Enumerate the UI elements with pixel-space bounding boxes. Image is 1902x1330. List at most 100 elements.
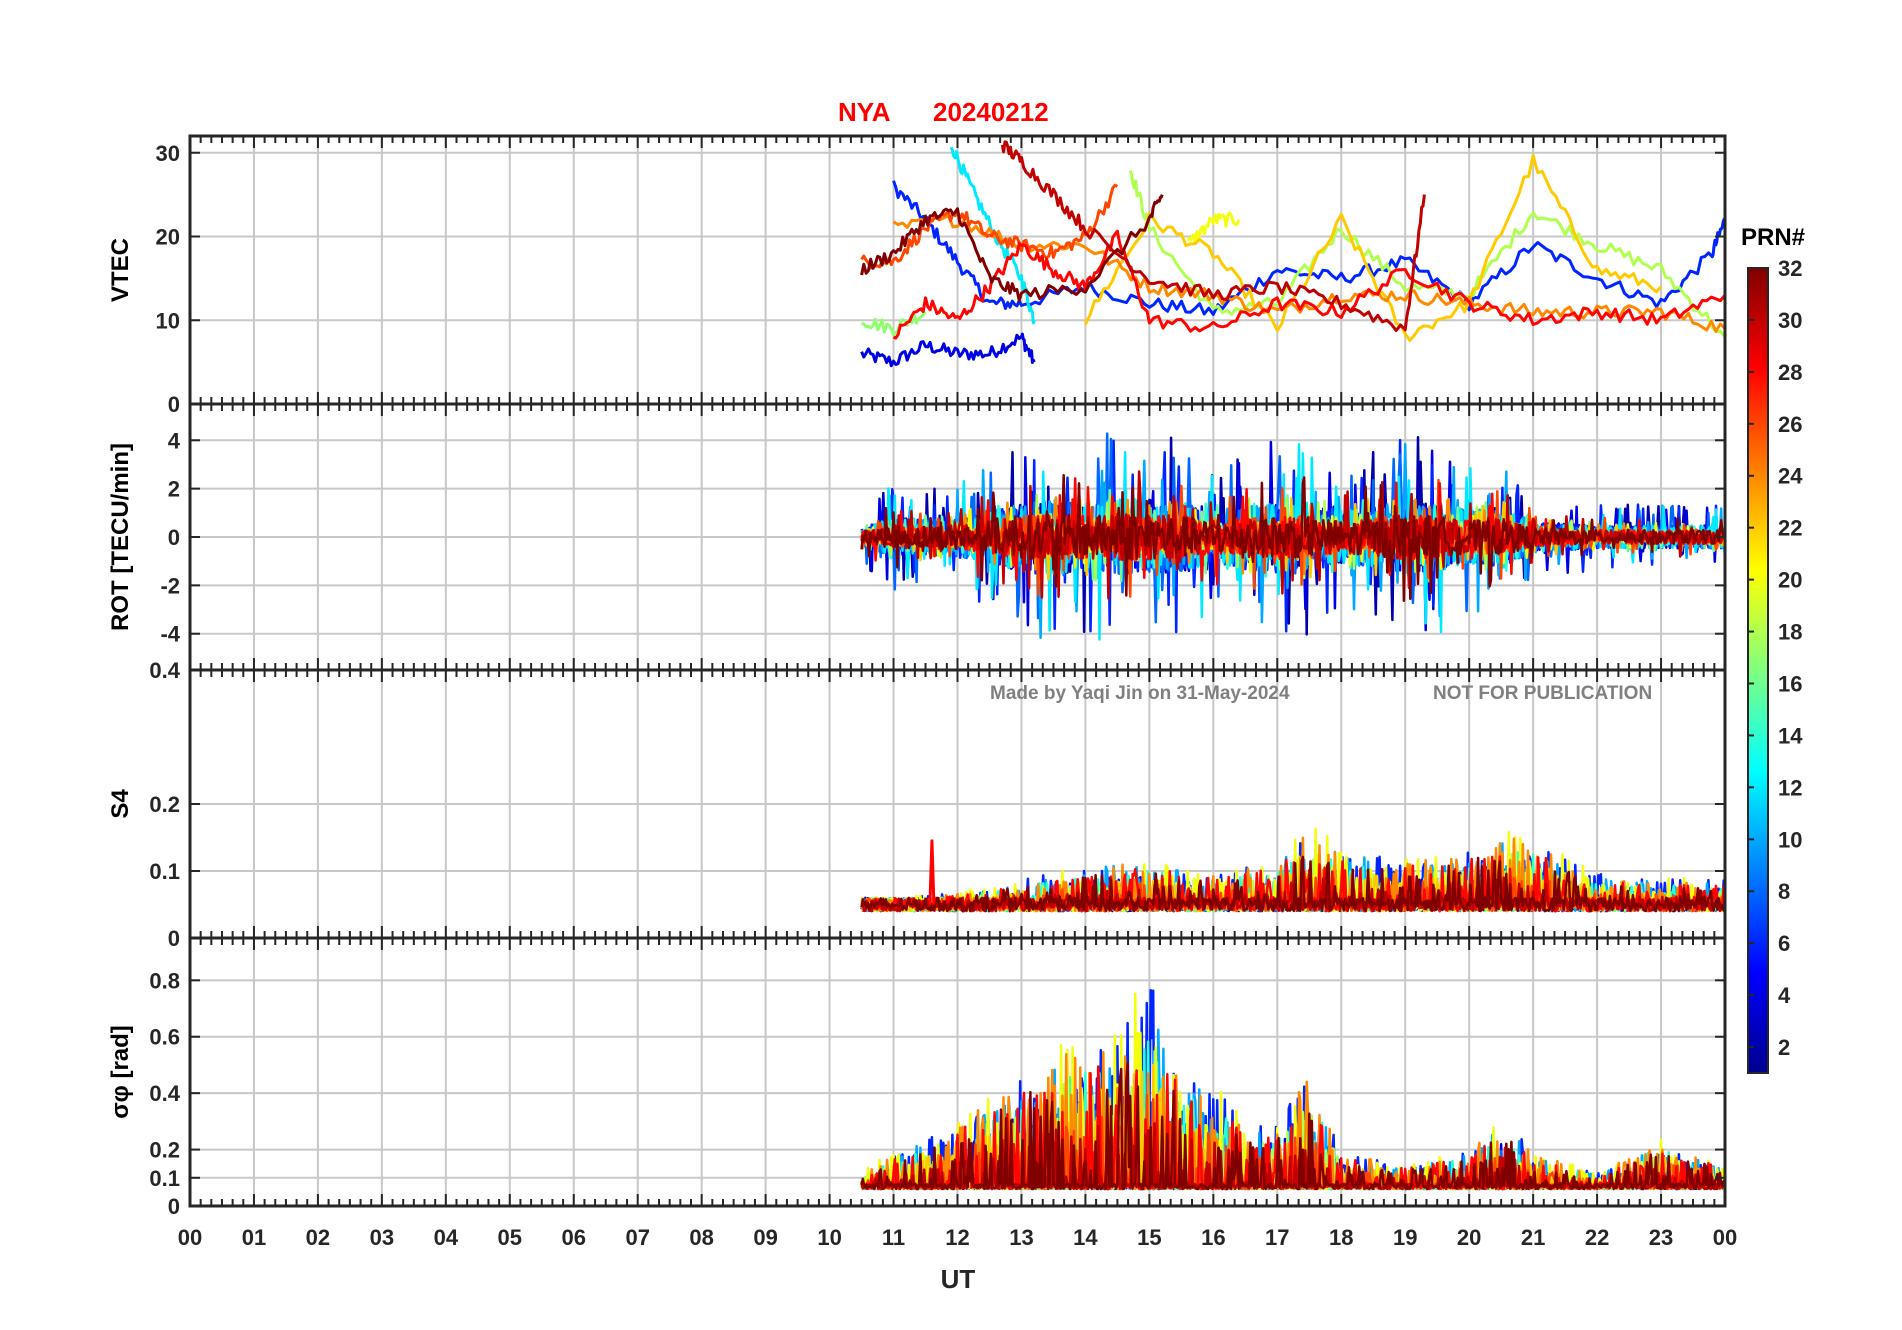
colorbar-tick-label: 32: [1778, 256, 1802, 281]
x-tick-label: 21: [1521, 1225, 1545, 1250]
y-tick-label: 2: [168, 477, 180, 502]
x-tick-label: 05: [498, 1225, 522, 1250]
watermark-author: Made by Yaqi Jin on 31-May-2024: [990, 683, 1290, 704]
x-tick-label: 08: [689, 1225, 713, 1250]
series-prn-32: [860, 855, 1725, 913]
y-tick-label: 0: [168, 392, 180, 417]
y-tick-label: 0: [168, 1194, 180, 1219]
grid: [190, 136, 1725, 404]
series-group: [860, 432, 1725, 641]
colorbar-tick-label: 26: [1778, 412, 1802, 437]
series-prn-32: [860, 1062, 1725, 1191]
y-tick-label: 4: [168, 428, 181, 453]
series-prn-4: [860, 332, 1036, 368]
colorbar-tick-label: 14: [1778, 723, 1803, 748]
colorbar-tick-label: 10: [1778, 827, 1802, 852]
colorbar-tick-label: 4: [1778, 983, 1791, 1008]
series-spike: [928, 839, 936, 905]
y-tick-label: 0.6: [149, 1025, 180, 1050]
series-prn-32: [860, 473, 1725, 603]
x-tick-label: 18: [1329, 1225, 1353, 1250]
x-tick-label: 06: [562, 1225, 586, 1250]
series-prn-26: [860, 183, 1119, 270]
y-tick-label: 20: [156, 225, 180, 250]
y-tick-label: 0.1: [149, 1166, 180, 1191]
panel-s4: 0 0.1 0.2 0.4 S4: [107, 658, 1727, 951]
colorbar-tick-label: 22: [1778, 516, 1802, 541]
colorbar-tick-label: 16: [1778, 671, 1802, 696]
x-axis-label: UT: [941, 1264, 976, 1294]
x-tick-label: 12: [945, 1225, 969, 1250]
x-tick-label: 09: [753, 1225, 777, 1250]
colorbar-tick-label: 8: [1778, 879, 1790, 904]
x-tick-label: 17: [1265, 1225, 1289, 1250]
colorbar-tick-label: 6: [1778, 931, 1790, 956]
y-tick-label: 0.4: [149, 658, 180, 683]
series-group: [860, 988, 1725, 1191]
x-tick-labels: 00 01 02 03 04 05 06 07 08 09 10 11 12 13 14 15 16 17 18 19…: [178, 1225, 1737, 1250]
series-prn-6: [892, 180, 1725, 316]
x-tick-label: 13: [1009, 1225, 1033, 1250]
x-ticks: [189, 136, 1726, 404]
x-ticks: [189, 938, 1726, 1206]
y-tick-label: 0.2: [149, 1138, 180, 1163]
colorbar: [1747, 267, 1769, 1074]
grid: [190, 670, 1725, 938]
y-tick-label: 30: [156, 141, 180, 166]
series-prn-17: [861, 310, 927, 337]
x-ticks: [189, 404, 1726, 670]
colorbar-tick-label: 18: [1778, 620, 1802, 645]
x-tick-label: 10: [817, 1225, 841, 1250]
panel-rot: -4 -2 0 2 4 ROT [TECU/min]: [107, 402, 1727, 672]
x-tick-label: 22: [1585, 1225, 1609, 1250]
x-tick-label: 03: [370, 1225, 394, 1250]
y-tick-label: 10: [156, 308, 180, 333]
y-tick-label: 0.8: [149, 968, 180, 993]
y-tick-label: 0.4: [149, 1081, 180, 1106]
colorbar-tick-label: 2: [1778, 1035, 1790, 1060]
x-tick-label: 04: [434, 1225, 459, 1250]
y-tick-label: -2: [160, 573, 180, 598]
series-prn-24: [892, 214, 1725, 333]
x-tick-label: 23: [1649, 1225, 1673, 1250]
y-axis-label: ROT [TECU/min]: [107, 443, 134, 631]
colorbar-tick-label: 12: [1778, 775, 1802, 800]
y-axis-label: S4: [107, 789, 134, 819]
x-tick-label: 00: [178, 1225, 202, 1250]
title-date: 20240212: [933, 97, 1049, 127]
title-station: NYA: [838, 97, 891, 127]
series-prn-18: [1128, 170, 1725, 338]
colorbar-tick-label: 20: [1778, 568, 1802, 593]
colorbar-tick-label: 24: [1778, 464, 1803, 489]
panel-sigma_phi: 0 0.1 0.2 0.4 0.6 0.8 σφ [rad]: [107, 936, 1727, 1219]
x-tick-label: 20: [1457, 1225, 1481, 1250]
colorbar-label: PRN#: [1741, 224, 1805, 251]
x-tick-label: 19: [1393, 1225, 1417, 1250]
x-tick-label: 01: [242, 1225, 266, 1250]
x-tick-label: 07: [625, 1225, 649, 1250]
series-prn-22: [1084, 154, 1663, 342]
series-prn-30: [1000, 140, 1426, 332]
series-group: [860, 140, 1725, 368]
series-prn-28: [892, 229, 1725, 340]
watermark-notice: NOT FOR PUBLICATION: [1433, 683, 1652, 704]
colorbar-tick-label: 28: [1778, 360, 1802, 385]
x-tick-label: 02: [306, 1225, 330, 1250]
y-tick-label: 0.1: [149, 859, 180, 884]
panel-vtec: 0 10 20 30 VTEC: [107, 134, 1727, 417]
y-tick-label: 0.2: [149, 792, 180, 817]
y-axis-label: σφ [rad]: [107, 1025, 134, 1119]
series-group: [860, 827, 1725, 913]
x-tick-label: 00: [1713, 1225, 1737, 1250]
colorbar-tick-label: 30: [1778, 308, 1802, 333]
y-tick-label: 0: [168, 525, 180, 550]
y-axis-label: VTEC: [107, 238, 134, 302]
y-tick-label: -4: [160, 622, 180, 647]
x-tick-label: 14: [1073, 1225, 1098, 1250]
series-prn-32: [860, 194, 1164, 302]
y-tick-label: 0: [168, 926, 180, 951]
x-tick-label: 11: [882, 1225, 905, 1250]
x-tick-label: 15: [1137, 1225, 1161, 1250]
series-prn-20: [1186, 211, 1241, 244]
